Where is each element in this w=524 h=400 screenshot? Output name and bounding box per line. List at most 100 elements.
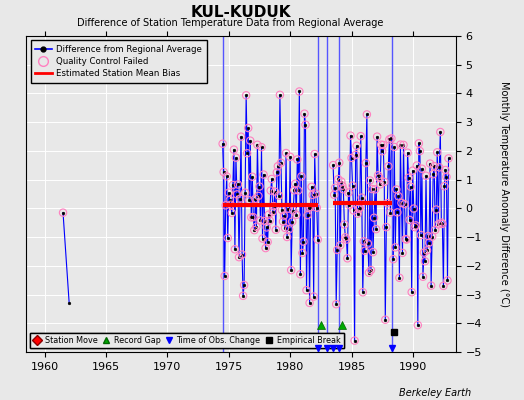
Point: [266, 217, 274, 224]
Point: [359, 238, 368, 244]
Title: KUL-KUDUK: KUL-KUDUK: [191, 4, 291, 20]
Point: [270, 188, 279, 195]
Point: [264, 239, 272, 245]
Point: [332, 301, 341, 307]
Point: [292, 212, 300, 218]
Point: [410, 205, 418, 212]
Point: [381, 316, 389, 323]
Point: [333, 247, 342, 253]
Point: [241, 190, 249, 196]
Point: [358, 289, 367, 296]
Point: [265, 212, 273, 218]
Point: [256, 217, 265, 224]
Point: [307, 204, 315, 210]
Point: [443, 277, 452, 284]
Point: [276, 92, 284, 98]
Point: [405, 174, 413, 181]
Point: [406, 217, 414, 223]
Point: [257, 144, 266, 150]
Point: [385, 136, 394, 142]
Point: [350, 207, 358, 214]
Point: [280, 212, 288, 219]
Point: [269, 203, 278, 209]
Point: [284, 206, 292, 212]
Point: [331, 184, 340, 191]
Point: [354, 210, 362, 217]
Point: [228, 182, 237, 188]
Point: [294, 187, 302, 194]
Point: [226, 197, 234, 203]
Text: Berkeley Earth: Berkeley Earth: [399, 388, 472, 398]
Point: [432, 206, 441, 213]
Point: [334, 176, 342, 182]
Point: [234, 181, 242, 188]
Point: [286, 154, 294, 160]
Point: [261, 245, 270, 251]
Point: [269, 208, 277, 215]
Point: [267, 187, 275, 194]
Point: [304, 205, 313, 211]
Point: [361, 248, 369, 254]
Point: [400, 201, 409, 207]
Point: [444, 155, 453, 162]
Point: [249, 214, 257, 220]
Point: [396, 142, 405, 148]
Point: [435, 164, 443, 170]
Point: [340, 221, 348, 228]
Point: [296, 271, 304, 278]
Point: [329, 162, 337, 168]
Point: [407, 184, 415, 190]
Point: [279, 218, 287, 225]
Point: [369, 249, 377, 255]
Point: [348, 182, 357, 189]
Point: [290, 187, 299, 194]
Point: [243, 150, 252, 156]
Point: [430, 163, 439, 169]
Point: [235, 254, 243, 260]
Point: [343, 255, 352, 262]
Point: [255, 183, 264, 190]
Point: [377, 142, 385, 148]
Point: [225, 190, 233, 196]
Point: [242, 92, 250, 98]
Point: [421, 258, 429, 264]
Point: [373, 134, 381, 140]
Point: [312, 204, 321, 211]
Point: [259, 171, 268, 178]
Point: [363, 111, 371, 118]
Point: [383, 200, 391, 206]
Point: [236, 196, 244, 202]
Point: [248, 174, 256, 180]
Point: [223, 173, 231, 180]
Point: [344, 190, 353, 196]
Point: [362, 160, 370, 166]
Point: [374, 172, 383, 178]
Point: [338, 182, 346, 189]
Point: [346, 132, 355, 139]
Point: [394, 193, 402, 199]
Point: [293, 156, 301, 163]
Point: [341, 234, 350, 240]
Point: [295, 88, 303, 95]
Point: [398, 250, 407, 256]
Point: [376, 181, 385, 188]
Point: [357, 194, 366, 201]
Point: [312, 190, 320, 197]
Point: [59, 210, 67, 216]
Point: [395, 274, 403, 281]
Point: [355, 206, 363, 212]
Point: [402, 236, 411, 243]
Point: [368, 186, 376, 192]
Point: [263, 224, 271, 231]
Point: [298, 250, 307, 256]
Point: [227, 210, 236, 216]
Point: [386, 210, 395, 216]
Point: [411, 224, 419, 230]
Point: [337, 178, 345, 185]
Point: [370, 214, 378, 221]
Point: [299, 238, 308, 245]
Point: [271, 226, 280, 233]
Point: [436, 129, 444, 135]
Point: [302, 287, 311, 294]
Point: [300, 110, 309, 117]
